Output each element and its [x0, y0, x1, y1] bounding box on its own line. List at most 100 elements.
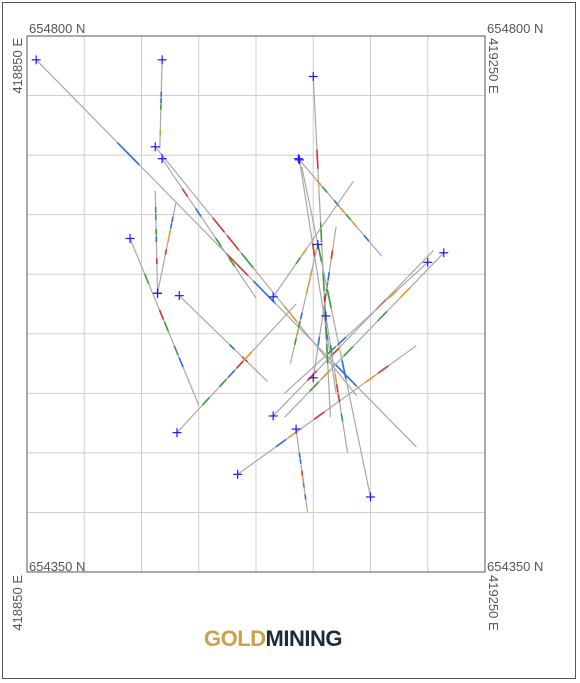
assay-interval — [181, 188, 189, 197]
assay-interval — [295, 256, 302, 265]
assay-interval — [340, 413, 344, 422]
assay-interval — [329, 345, 333, 354]
assay-interval — [327, 271, 331, 281]
assay-interval — [313, 411, 325, 420]
collar-marker[interactable] — [321, 311, 331, 321]
drillhole[interactable] — [129, 238, 200, 406]
drillhole[interactable] — [176, 303, 297, 434]
label-bottom-right-north: 654350 N — [487, 559, 544, 574]
assay-interval — [301, 476, 305, 482]
drillhole-trace — [161, 158, 257, 299]
collar-marker[interactable] — [31, 55, 41, 65]
drillhole-trace — [237, 345, 417, 475]
drillhole[interactable] — [161, 158, 257, 299]
drillhole-trace — [154, 190, 159, 294]
assay-interval — [309, 381, 320, 392]
drillhole-trace — [284, 252, 445, 418]
drillhole-collars[interactable] — [31, 55, 449, 502]
collar-marker[interactable] — [174, 291, 184, 301]
assay-interval — [244, 351, 253, 360]
drillhole[interactable] — [295, 428, 309, 513]
assay-interval — [326, 289, 333, 309]
drillhole[interactable] — [154, 190, 159, 294]
collar-marker[interactable] — [268, 411, 278, 421]
assay-interval — [302, 482, 305, 488]
assay-interval — [298, 452, 301, 458]
assay-interval — [229, 344, 236, 351]
assay-interval — [311, 243, 316, 257]
collar-marker[interactable] — [153, 288, 163, 298]
assay-interval — [309, 269, 313, 277]
collar-marker[interactable] — [423, 257, 433, 267]
assay-interval — [317, 336, 321, 346]
drillhole[interactable] — [325, 315, 349, 453]
collar-marker[interactable] — [313, 239, 323, 249]
assay-interval — [163, 321, 170, 332]
assay-interval — [164, 249, 168, 255]
drillhole[interactable] — [289, 244, 319, 364]
assay-interval — [227, 369, 236, 379]
assay-interval — [319, 222, 323, 243]
assay-interval — [288, 429, 300, 439]
collar-marker[interactable] — [125, 233, 135, 243]
assay-interval — [345, 213, 352, 221]
assay-interval — [322, 271, 325, 291]
drillhole[interactable] — [237, 345, 417, 475]
assay-interval — [306, 370, 318, 382]
label-top-right-east: 419250 E — [486, 38, 501, 94]
assay-interval — [212, 217, 225, 233]
assay-interval — [297, 320, 301, 329]
collar-marker[interactable] — [293, 154, 303, 164]
drillhole[interactable] — [154, 146, 358, 397]
assay-interval — [228, 257, 236, 267]
drillhole[interactable] — [284, 261, 429, 394]
assay-interval — [388, 289, 398, 299]
drillhole[interactable] — [298, 159, 337, 394]
drillhole[interactable] — [159, 59, 163, 150]
collar-marker[interactable] — [291, 424, 301, 434]
logo-gold-text: GOLD — [203, 626, 266, 651]
assay-interval — [377, 365, 389, 374]
assay-interval — [173, 345, 179, 356]
collar-marker[interactable] — [439, 248, 449, 258]
drillhole[interactable] — [272, 180, 354, 298]
assay-interval — [343, 346, 354, 357]
collar-marker[interactable] — [150, 142, 160, 152]
drillhole[interactable] — [156, 202, 177, 294]
drillhole[interactable] — [178, 295, 268, 382]
drillhole[interactable] — [297, 158, 383, 257]
drillhole[interactable] — [301, 166, 372, 498]
assay-interval — [284, 306, 297, 322]
collar-marker[interactable] — [366, 492, 375, 502]
collar-marker[interactable] — [157, 154, 167, 164]
assay-interval — [158, 309, 165, 320]
assay-interval — [171, 216, 174, 223]
assay-interval — [167, 236, 170, 242]
collar-marker[interactable] — [295, 155, 305, 165]
drillhole-trace — [154, 146, 358, 397]
assay-interval — [327, 345, 337, 355]
drillhole-trace — [301, 166, 372, 498]
coordinate-grid — [27, 36, 485, 572]
drillhole-traces — [35, 59, 445, 513]
collar-marker[interactable] — [157, 55, 167, 65]
logo-mining-text: MINING — [265, 626, 343, 651]
drillhole[interactable] — [284, 252, 445, 418]
collar-marker[interactable] — [308, 373, 318, 383]
collar-marker[interactable] — [172, 428, 182, 438]
collar-marker[interactable] — [233, 469, 243, 479]
collar-marker[interactable] — [268, 292, 278, 302]
assay-interval — [330, 250, 334, 260]
assay-interval — [194, 208, 202, 217]
assay-interval — [215, 237, 222, 247]
assay-interval — [323, 293, 327, 303]
assay-interval — [304, 494, 307, 500]
drillhole[interactable] — [312, 226, 337, 378]
assay-interval — [377, 310, 388, 322]
assay-interval — [307, 278, 311, 286]
collar-marker[interactable] — [308, 71, 318, 81]
drillhole-trace — [178, 295, 268, 382]
assay-interval — [168, 229, 172, 236]
